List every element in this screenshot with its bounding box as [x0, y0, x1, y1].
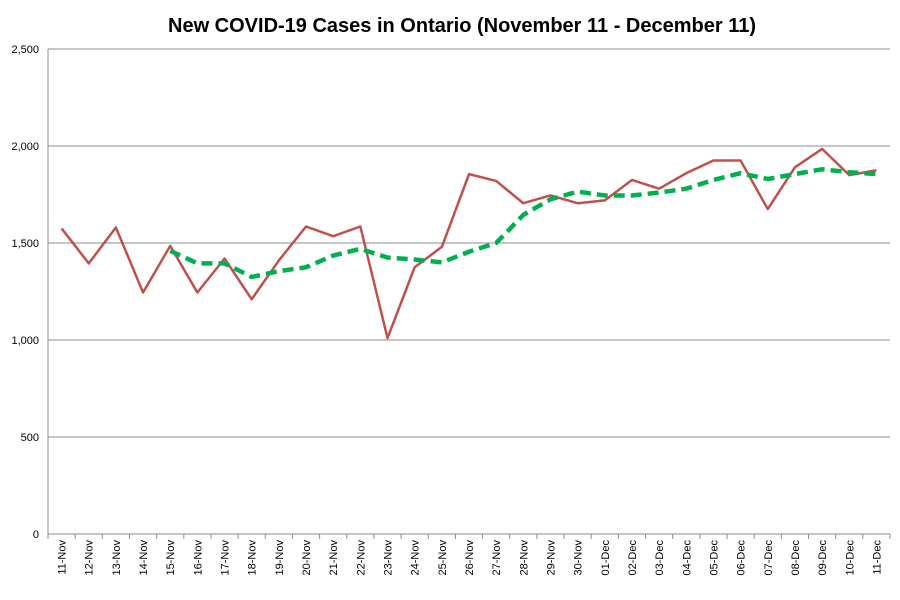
x-tick-label: 09-Dec	[817, 540, 829, 576]
y-tick-label: 500	[21, 432, 39, 444]
x-tick-label: 05-Dec	[708, 540, 720, 576]
chart-title: New COVID-19 Cases in Ontario (November …	[168, 15, 756, 37]
x-tick-label: 11-Dec	[871, 540, 883, 575]
axes	[47, 49, 890, 535]
y-tick-label: 2,500	[11, 44, 39, 56]
x-tick-label: 29-Nov	[545, 540, 557, 576]
x-tick-label: 18-Nov	[247, 540, 259, 576]
x-tick-label: 15-Nov	[165, 540, 177, 576]
x-tick-label: 07-Dec	[763, 540, 775, 576]
x-tick-label: 20-Nov	[301, 540, 313, 576]
y-axis-ticks: 0 500 1,000 1,500 2,000 2,500	[11, 44, 39, 541]
x-tick-label: 02-Dec	[627, 540, 639, 576]
series-line-2	[169, 167, 877, 280]
x-tick-label: 04-Dec	[681, 540, 693, 576]
y-tick-label: 1,000	[11, 335, 39, 347]
x-tick-label: 08-Dec	[790, 540, 802, 576]
gridlines	[48, 48, 890, 438]
x-tick-label: 21-Nov	[328, 540, 340, 576]
x-tick-label: 24-Nov	[410, 540, 422, 576]
series-group	[60, 147, 877, 340]
x-tick-label: 27-Nov	[491, 540, 503, 576]
x-tick-label: 28-Nov	[518, 540, 530, 576]
series-line-1	[60, 147, 877, 340]
x-tick-label: 19-Nov	[274, 540, 286, 576]
x-tick-label: 13-Nov	[111, 540, 123, 576]
x-tick-label: 10-Dec	[844, 540, 856, 576]
x-tick-label: 06-Dec	[736, 540, 748, 576]
x-tick-label: 22-Nov	[355, 540, 367, 576]
y-tick-label: 2,000	[11, 141, 39, 153]
x-tick-label: 12-Nov	[84, 540, 96, 576]
x-tick-label: 03-Dec	[654, 540, 666, 576]
x-tick-label: 14-Nov	[138, 540, 150, 576]
x-tick-label: 23-Nov	[383, 540, 395, 576]
x-tick-label: 30-Nov	[573, 540, 585, 576]
x-tick-label: 16-Nov	[192, 540, 204, 576]
x-tick-label: 26-Nov	[464, 540, 476, 576]
y-tick-label: 1,500	[11, 238, 39, 250]
x-tick-label: 17-Nov	[220, 540, 232, 576]
x-tick-label: 25-Nov	[437, 540, 449, 576]
x-tick-label: 01-Dec	[600, 540, 612, 576]
y-tick-label: 0	[33, 529, 39, 541]
x-axis-ticks: 11-Nov 12-Nov 13-Nov 14-Nov 15-Nov 16-Nov 17-N…	[47, 534, 891, 576]
x-tick-label: 11-Nov	[57, 540, 69, 575]
